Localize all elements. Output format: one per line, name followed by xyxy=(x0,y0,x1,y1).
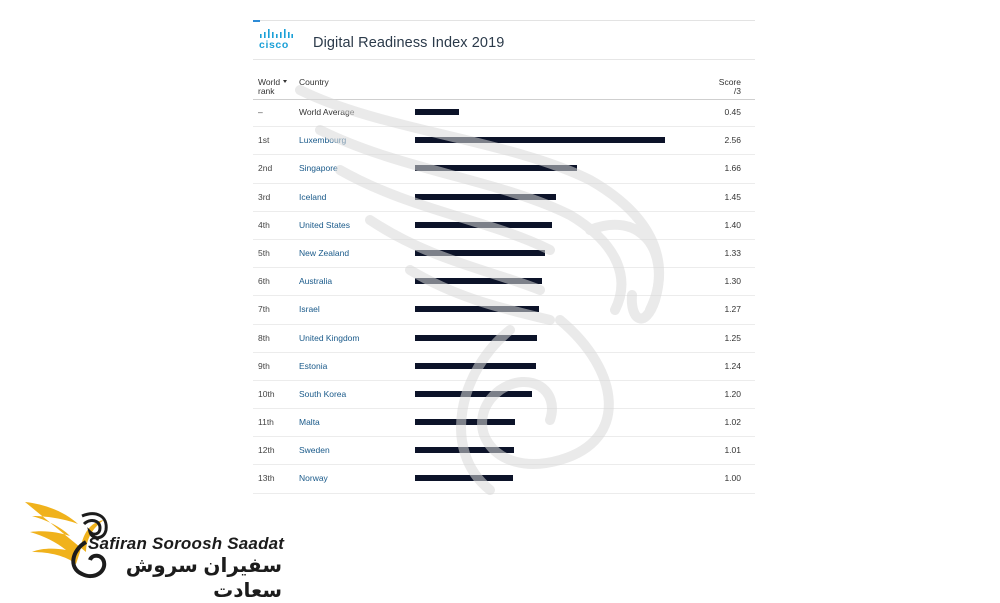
score-value: 1.00 xyxy=(724,473,741,484)
country-link[interactable]: Israel xyxy=(299,304,320,315)
score-value: 2.56 xyxy=(724,135,741,146)
score-value: 1.20 xyxy=(724,388,741,399)
cisco-wordmark: cisco xyxy=(259,39,289,51)
score-value: 1.25 xyxy=(724,332,741,343)
table-row: 13th Norway 1.00 xyxy=(253,465,755,494)
score-value: 1.24 xyxy=(724,360,741,371)
score-bar xyxy=(415,137,665,144)
score-value: 1.01 xyxy=(724,445,741,456)
score-bar xyxy=(415,249,545,256)
rank-cell: 13th xyxy=(258,473,275,484)
top-accent xyxy=(253,20,260,22)
rank-cell: 2nd xyxy=(258,163,273,174)
score-bar xyxy=(415,109,459,115)
rank-header-line1: World xyxy=(258,77,281,87)
score-bar xyxy=(415,362,536,369)
rank-cell: 9th xyxy=(258,360,270,371)
score-header-line2: /3 xyxy=(733,86,741,96)
rank-cell: 8th xyxy=(258,332,270,343)
rank-cell: 6th xyxy=(258,276,270,287)
country-link[interactable]: Singapore xyxy=(299,163,338,174)
rank-header-line2: rank xyxy=(258,86,275,96)
table-row: 9th Estonia 1.24 xyxy=(253,353,755,381)
score-value: 1.02 xyxy=(724,417,741,428)
table-row: – World Average 0.45 xyxy=(253,99,755,128)
country-link[interactable]: United Kingdom xyxy=(299,332,360,343)
rank-cell: 3rd xyxy=(258,191,271,202)
score-bar xyxy=(415,306,539,313)
country-link[interactable]: New Zealand xyxy=(299,247,350,258)
rank-cell: – xyxy=(258,107,263,117)
country-link[interactable]: Iceland xyxy=(299,191,327,202)
chart-panel: cisco Digital Readiness Index 2019 World… xyxy=(253,17,755,495)
rank-cell: 10th xyxy=(258,388,275,399)
panel-top-border xyxy=(253,20,755,22)
world-average-label: World Average xyxy=(299,107,355,117)
score-value: 1.66 xyxy=(724,163,741,174)
table-row: 5th New Zealand 1.33 xyxy=(253,240,755,269)
table-row: 6th Australia 1.30 xyxy=(253,268,755,297)
brand-name-farsi: سفیران سروش سعادت xyxy=(125,555,282,602)
rank-cell: 5th xyxy=(258,247,270,258)
score-bar xyxy=(415,390,532,397)
table-row: 2nd Singapore 1.66 xyxy=(253,155,755,184)
score-bar xyxy=(415,193,557,200)
country-link[interactable]: Luxembourg xyxy=(299,135,347,146)
country-link[interactable]: Australia xyxy=(299,276,333,287)
title-divider xyxy=(253,59,755,60)
country-link[interactable]: South Korea xyxy=(299,388,347,399)
score-bar xyxy=(415,278,542,285)
brand-name-latin: Safiran Soroosh Saadat xyxy=(88,534,285,553)
score-bar xyxy=(415,334,537,341)
score-value: 1.30 xyxy=(724,276,741,287)
column-header-score[interactable]: Score /3 xyxy=(719,78,741,96)
score-bar xyxy=(415,419,515,426)
table-row: 12th Sweden 1.01 xyxy=(253,437,755,466)
table-row: 4th United States 1.40 xyxy=(253,212,755,240)
score-value: 1.45 xyxy=(724,191,741,202)
score-value: 1.33 xyxy=(724,247,741,258)
country-link[interactable]: Estonia xyxy=(299,360,328,371)
score-bar xyxy=(415,447,514,454)
column-header-rank[interactable]: World rank xyxy=(258,78,298,96)
rank-cell: 11th xyxy=(258,417,274,428)
table-row: 1st Luxembourg 2.56 xyxy=(253,127,755,156)
table-row: 11th Malta 1.02 xyxy=(253,409,755,438)
rank-cell: 7th xyxy=(258,304,270,315)
score-value: 1.27 xyxy=(724,304,741,315)
rank-cell: 1st xyxy=(258,135,270,146)
score-bar xyxy=(415,221,552,228)
country-link[interactable]: Norway xyxy=(299,473,328,484)
saadat-swan-logo-icon xyxy=(25,502,108,579)
cisco-bars-icon xyxy=(260,29,293,38)
rank-cell: 12th xyxy=(258,445,275,456)
column-header-country[interactable]: Country xyxy=(299,77,329,87)
score-bar xyxy=(415,165,577,172)
rank-cell: 4th xyxy=(258,219,270,230)
sort-caret-icon[interactable] xyxy=(283,80,288,84)
table-row: 7th Israel 1.27 xyxy=(253,296,755,325)
table-row: 3rd Iceland 1.45 xyxy=(253,184,755,212)
table-row: 8th United Kingdom 1.25 xyxy=(253,325,755,353)
chart-title: Digital Readiness Index 2019 xyxy=(313,35,505,51)
score-header-line1: Score xyxy=(718,77,741,87)
country-link[interactable]: Malta xyxy=(299,417,320,428)
ranking-table: – World Average 0.45 1st Luxembourg 2.56 2nd Si… xyxy=(253,99,755,494)
country-link[interactable]: United States xyxy=(299,219,351,230)
country-link[interactable]: Sweden xyxy=(299,445,330,456)
table-row: 10th South Korea 1.20 xyxy=(253,381,755,410)
score-value: 0.45 xyxy=(724,107,741,117)
score-value: 1.40 xyxy=(724,219,741,230)
score-bar xyxy=(415,475,513,482)
